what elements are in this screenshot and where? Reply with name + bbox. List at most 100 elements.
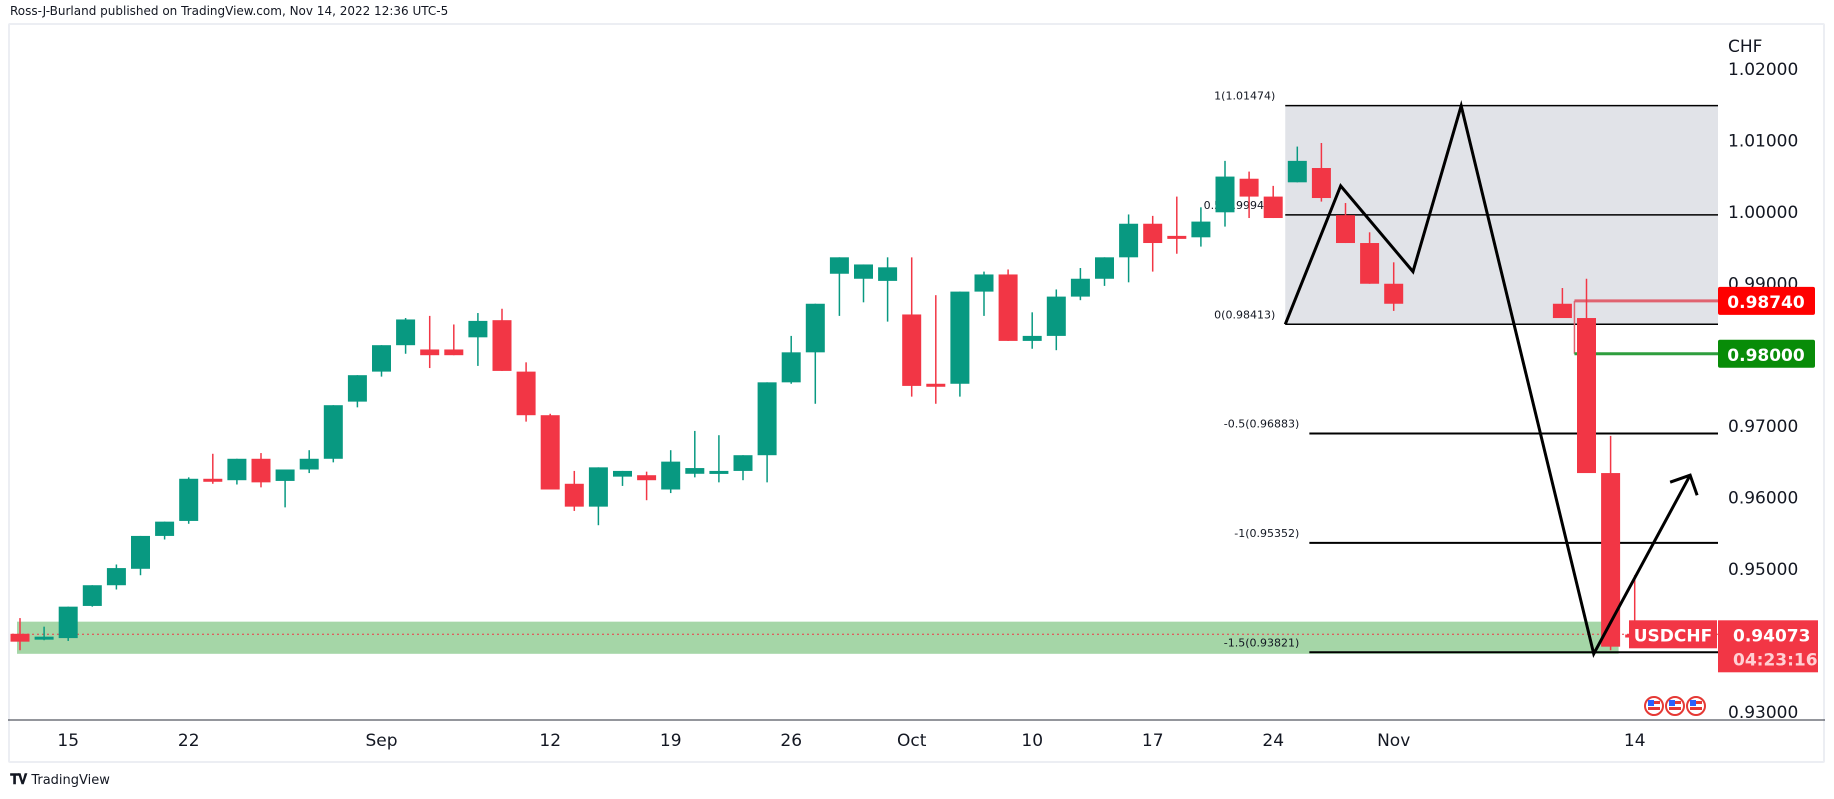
fib-level-label: -1(0.95352) — [1234, 527, 1299, 540]
candle-body — [468, 320, 488, 338]
candle-body — [251, 458, 271, 483]
last-price-badge — [1718, 620, 1818, 673]
candle-body — [1336, 215, 1355, 244]
candle-body — [1552, 303, 1572, 319]
flag-canton — [1669, 700, 1675, 706]
candle-body — [1239, 178, 1259, 197]
candle-body — [1384, 283, 1404, 304]
candle-body — [347, 375, 367, 402]
candle-body — [1263, 196, 1283, 219]
candle-body — [902, 314, 922, 386]
x-tick-label: 22 — [178, 731, 200, 751]
y-tick-label: 0.93000 — [1728, 703, 1798, 723]
x-tick-label: 14 — [1624, 731, 1646, 751]
symbol-badge — [1629, 620, 1717, 649]
candle-body — [1601, 473, 1621, 647]
candle-body — [1191, 221, 1211, 238]
y-tick-label: 1.02000 — [1728, 60, 1798, 80]
candle-body — [106, 568, 126, 586]
flag-stripe — [1690, 707, 1702, 710]
candle-body — [82, 585, 102, 606]
candle-body — [781, 352, 801, 383]
candle-body — [588, 467, 608, 507]
x-tick-label: 12 — [539, 731, 561, 751]
candle-body — [1167, 235, 1187, 239]
candle-body — [227, 458, 247, 481]
candle-body — [323, 405, 343, 459]
candle-body — [516, 371, 536, 416]
y-tick-label: 0.97000 — [1728, 417, 1798, 437]
currency-label: CHF — [1728, 37, 1762, 57]
candle-body — [926, 383, 946, 387]
candle-body — [155, 521, 175, 536]
candle-body — [613, 470, 632, 477]
flag-stripe — [1648, 707, 1660, 710]
fib-level-label: 0(0.98413) — [1214, 308, 1275, 321]
candle-body — [34, 636, 54, 640]
candle-body — [564, 483, 584, 507]
fib-level-label: -1.5(0.93821) — [1224, 636, 1300, 649]
flag-canton — [1690, 700, 1696, 706]
x-tick-label: 26 — [780, 731, 802, 751]
candle-body — [757, 382, 777, 456]
candle-body — [733, 455, 753, 471]
candle-body — [1360, 243, 1380, 284]
candle-body — [492, 320, 512, 371]
candle-body — [1287, 160, 1307, 183]
x-tick-label: 10 — [1021, 731, 1043, 751]
candle-body — [10, 633, 30, 642]
candle-body — [58, 606, 78, 639]
x-tick-label: Sep — [365, 731, 397, 751]
x-tick-label: 15 — [57, 731, 79, 751]
brand-name: TradingView — [31, 772, 110, 788]
candle-body — [275, 469, 295, 481]
candle-body — [829, 257, 849, 274]
x-tick-label: Oct — [897, 731, 927, 751]
candle-body — [1577, 318, 1596, 474]
candle-body — [709, 470, 729, 474]
candle-body — [396, 319, 416, 346]
candle-body — [420, 349, 440, 356]
flag-canton — [1648, 700, 1654, 706]
x-tick-label: 17 — [1142, 731, 1164, 751]
fib-level-label: 1(1.01474) — [1214, 90, 1275, 103]
x-tick-label: Nov — [1377, 731, 1410, 751]
candle-body — [685, 468, 705, 474]
candle-body — [1311, 168, 1331, 199]
price-badge-label: 0.98740 — [1727, 293, 1805, 313]
publish-info: Ross-J-Burland published on TradingView.… — [10, 4, 449, 18]
candle-body — [131, 535, 150, 569]
symbol-badge-label: USDCHF — [1634, 626, 1712, 646]
candle-body — [950, 291, 970, 384]
candle-body — [444, 349, 464, 356]
x-tick-label: 24 — [1262, 731, 1284, 751]
x-tick-label: 19 — [660, 731, 682, 751]
candle-body — [1070, 278, 1090, 297]
candle-body — [299, 458, 319, 470]
flag-stripe — [1669, 707, 1681, 710]
footer: 𝐓𝐕 TradingView — [10, 772, 110, 788]
candle-body — [1143, 223, 1163, 244]
tradingview-logo-icon: 𝐓𝐕 — [10, 772, 27, 788]
countdown-timer: 04:23:16 — [1733, 650, 1818, 670]
y-tick-label: 1.01000 — [1728, 131, 1798, 151]
price-badge — [1718, 286, 1815, 315]
candle-body — [203, 478, 223, 482]
price-badge-label: 0.98000 — [1727, 346, 1805, 366]
price-projection-path — [1283, 100, 1692, 658]
candle-body — [637, 475, 657, 481]
candle-body — [1119, 223, 1139, 258]
candle-body — [805, 303, 825, 353]
last-price-value: 0.94073 — [1733, 626, 1810, 646]
candle-body — [854, 264, 873, 279]
candle-body — [1095, 257, 1114, 279]
candle-body — [1215, 176, 1235, 213]
price-badge — [1718, 339, 1815, 368]
y-tick-label: 0.96000 — [1728, 489, 1798, 509]
candle-body — [878, 267, 898, 281]
arrow-head-icon — [1669, 473, 1699, 496]
fib-level-label: -0.5(0.96883) — [1224, 418, 1300, 431]
support-zone — [17, 621, 1619, 654]
y-tick-label: 1.00000 — [1728, 203, 1798, 223]
